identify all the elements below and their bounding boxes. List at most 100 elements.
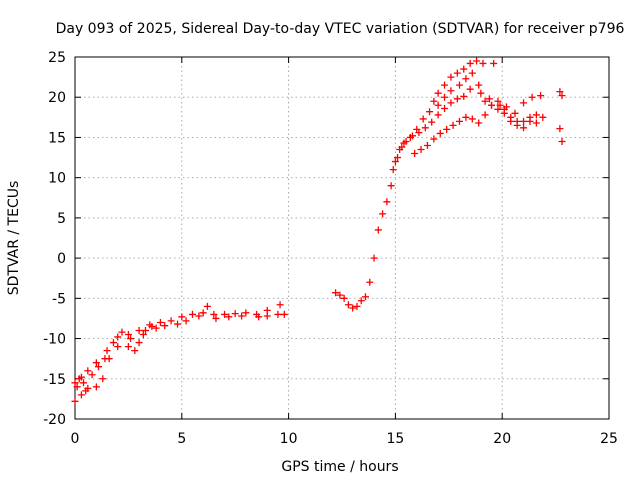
data-point (473, 57, 481, 65)
data-point (75, 375, 83, 383)
data-point (532, 119, 540, 127)
data-point (276, 301, 284, 309)
data-point (394, 154, 402, 162)
data-point (88, 371, 96, 379)
data-point (195, 312, 203, 320)
data-point (460, 65, 468, 73)
x-tick-label: 25 (600, 431, 618, 447)
x-tick-label: 15 (386, 431, 404, 447)
data-point (357, 297, 365, 305)
series-trace-evening (332, 69, 547, 312)
data-point (408, 132, 416, 140)
data-point (436, 129, 444, 137)
data-point (526, 117, 534, 125)
data-point (441, 104, 449, 112)
data-point (528, 93, 536, 101)
data-point (428, 118, 436, 126)
data-point (340, 294, 348, 302)
chart-title: Day 093 of 2025, Sidereal Day-to-day VTE… (56, 21, 625, 37)
data-point (77, 391, 85, 399)
data-point (109, 339, 117, 347)
data-point (231, 310, 239, 318)
data-point (468, 69, 476, 77)
data-point (511, 109, 519, 117)
data-point (238, 312, 246, 320)
data-point (430, 97, 438, 105)
y-tick-label: 25 (48, 50, 66, 66)
data-point (485, 95, 493, 103)
data-point (336, 291, 344, 299)
data-point (502, 103, 510, 111)
data-point (462, 75, 470, 83)
y-tick-label: 20 (48, 90, 66, 106)
data-point (460, 92, 468, 100)
data-point (477, 89, 485, 97)
data-point (114, 333, 122, 341)
data-point (344, 301, 352, 309)
data-point (274, 310, 282, 318)
data-point (455, 81, 463, 89)
data-point (225, 313, 233, 321)
data-point (203, 302, 211, 310)
series-trace-evening-lower (411, 97, 540, 158)
data-point (475, 119, 483, 127)
y-tick-label: -5 (52, 291, 66, 307)
series-trace-main (71, 309, 288, 387)
series-trace-evening-upper (430, 57, 487, 105)
data-point (124, 343, 132, 351)
data-point (135, 327, 143, 335)
y-axis-title: SDTVAR / TECUs (6, 181, 22, 296)
data-point (199, 309, 207, 317)
data-points (71, 57, 566, 405)
data-point (73, 383, 81, 391)
data-point (455, 117, 463, 125)
data-point (221, 310, 229, 318)
data-point (537, 92, 545, 100)
data-point (389, 166, 397, 174)
data-point (419, 115, 427, 123)
data-point (349, 304, 357, 312)
series-trace-scatter-early (73, 301, 284, 395)
data-point (481, 111, 489, 119)
data-point (135, 339, 143, 347)
data-point (80, 379, 88, 387)
data-point (139, 331, 147, 339)
data-point (114, 343, 122, 351)
data-point (361, 293, 369, 301)
data-point (366, 278, 374, 286)
data-point (353, 302, 361, 310)
y-tick-label: -15 (43, 372, 66, 388)
data-point (447, 87, 455, 95)
data-point (174, 320, 182, 328)
axis-ticks: 0 5 10 15 20 25 -20 -15 -10 -5 0 5 10 15 20 25 (43, 50, 618, 447)
data-point (212, 314, 220, 322)
data-point (161, 322, 169, 330)
data-point (453, 69, 461, 77)
data-point (398, 143, 406, 151)
data-point (99, 375, 107, 383)
data-point (417, 146, 425, 154)
data-point (556, 125, 564, 133)
data-point (449, 121, 457, 129)
data-point (539, 113, 547, 121)
data-point (92, 359, 100, 367)
data-point (443, 125, 451, 133)
data-point (379, 210, 387, 218)
series-trace-evening-mid (389, 85, 545, 174)
data-point (255, 313, 263, 321)
data-point (210, 310, 218, 318)
data-point (263, 306, 271, 314)
data-point (415, 129, 423, 137)
data-point (488, 101, 496, 109)
data-point (411, 150, 419, 158)
data-point (434, 101, 442, 109)
y-tick-label: -10 (43, 332, 66, 348)
x-tick-label: 10 (280, 431, 298, 447)
gridlines (75, 57, 609, 419)
data-point (242, 309, 250, 317)
data-point (101, 355, 109, 363)
y-tick-label: 0 (57, 251, 66, 267)
data-point (468, 115, 476, 123)
data-point (434, 89, 442, 97)
